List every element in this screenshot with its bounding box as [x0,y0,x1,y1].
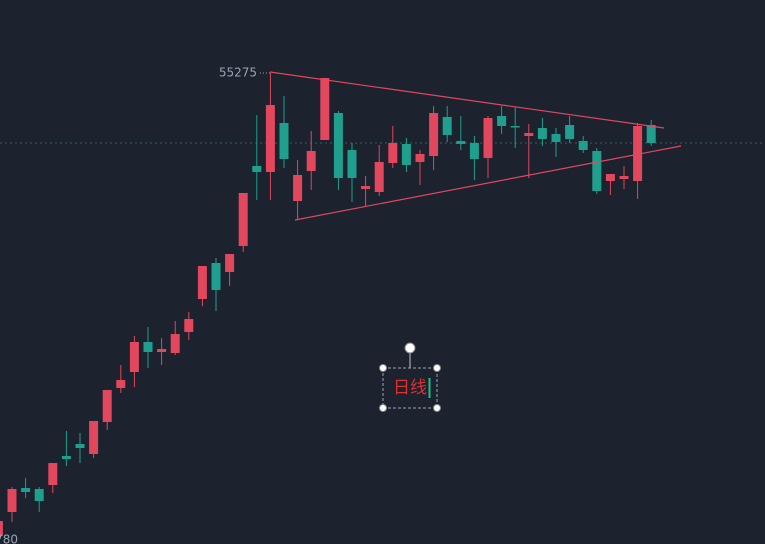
candle-body [102,390,112,422]
candle-body [524,133,534,136]
candle-body [537,128,547,139]
min-price-label: 780 [0,533,18,544]
rotate-handle[interactable] [404,342,416,354]
candle-body [401,144,411,165]
candle-body [415,154,425,162]
candle-body [184,319,194,332]
candle-body [129,342,139,372]
candle-body [592,151,602,191]
candle-body [619,176,629,179]
candle-body [34,489,44,501]
resize-handle[interactable] [433,404,441,412]
candle-body [605,174,615,181]
candle-body [75,444,85,448]
candle-body [48,463,58,485]
candle-body [483,118,493,158]
candle-body [633,126,643,181]
candle-body [116,380,126,388]
candle-body [442,117,452,135]
candle-body [157,349,167,352]
resize-handle[interactable] [379,404,387,412]
candle-body [456,141,466,144]
candle-body [61,456,71,459]
candle-body [361,186,371,189]
candle-body [0,521,3,536]
resize-handle[interactable] [433,364,441,372]
candle-body [7,489,17,512]
candle-body [347,150,357,178]
candle-body [143,342,153,352]
candle-body [388,143,398,163]
candle-body [497,116,507,126]
candle-body [646,125,656,143]
candle-body [306,151,316,171]
candle-body [429,113,439,156]
candle-body [469,143,479,159]
candles [0,73,656,536]
candle-body [225,254,235,272]
candle-body [320,78,330,140]
candle-body [578,141,588,150]
candle-body [197,266,207,299]
candle-body [293,175,303,201]
candle-body [265,105,275,172]
candle-body [238,193,248,246]
resize-handle[interactable] [379,364,387,372]
max-price-label: 55275 [219,66,257,80]
candle-body [279,123,289,159]
text-drawing[interactable]: 日线 [379,342,441,412]
drawing-text[interactable]: 日线 [393,378,427,398]
candle-body [333,113,343,178]
candle-body [510,126,520,128]
candle-body [551,134,561,142]
selection-box [382,367,438,409]
candle-body [374,162,384,192]
trendline-lower[interactable] [294,145,682,221]
trendline-upper[interactable] [269,71,665,129]
candle-body [89,421,99,454]
candle-body [170,334,180,353]
candle-body [565,125,575,139]
candle-body [252,166,262,172]
candle-body [21,488,31,492]
candle-body [211,263,221,290]
